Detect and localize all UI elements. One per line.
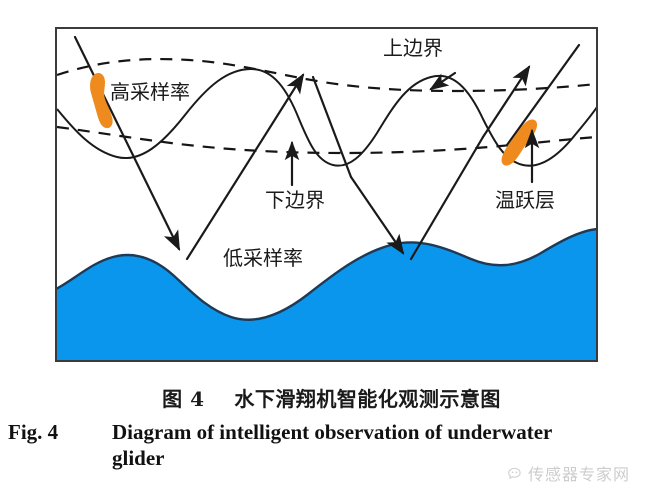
- glider-path-ascent-1: [185, 73, 305, 261]
- upper-boundary-dashed-line: [56, 57, 597, 93]
- glider-path-ascent-2: [409, 135, 485, 261]
- label-thermocline: 温跃层: [495, 188, 555, 212]
- glider-observation-diagram: 高采样率 低采样率 上边界 下边界 温跃层: [55, 27, 598, 362]
- glider-path-ascent-3: [481, 65, 531, 139]
- figure-caption: 图 4 水下滑翔机智能化观测示意图 Fig. 4 Diagram of intel…: [0, 383, 663, 498]
- upper-boundary-arrow: [429, 71, 457, 91]
- caption-english-label: Fig. 4: [8, 420, 59, 444]
- diagram-frame-border: [55, 27, 598, 362]
- sensor-blob-icon-left: [90, 72, 113, 129]
- glider-path-tail-upper-right: [505, 43, 581, 147]
- caption-english-line2: glider: [112, 446, 165, 470]
- glider-path-descent-2: [311, 75, 353, 179]
- seafloor-outline: [56, 227, 597, 321]
- label-upper-boundary: 上边界: [383, 36, 443, 60]
- caption-chinese: 图 4 水下滑翔机智能化观测示意图: [162, 387, 501, 411]
- label-low-sampling-rate: 低采样率: [223, 246, 303, 270]
- seafloor-water-area: [56, 229, 597, 361]
- thermocline-profile-curve: [56, 67, 597, 167]
- glider-path-descent-3: [349, 175, 405, 255]
- diagram-panel: 高采样率 低采样率 上边界 下边界 温跃层: [55, 27, 598, 362]
- caption-english: Fig. 4 Diagram of intelligent observation…: [8, 419, 656, 471]
- label-lower-boundary: 下边界: [265, 188, 325, 212]
- caption-english-line1: Diagram of intelligent observation of un…: [112, 420, 553, 444]
- label-high-sampling-rate: 高采样率: [110, 80, 190, 104]
- glider-path-descent-1: [73, 35, 181, 251]
